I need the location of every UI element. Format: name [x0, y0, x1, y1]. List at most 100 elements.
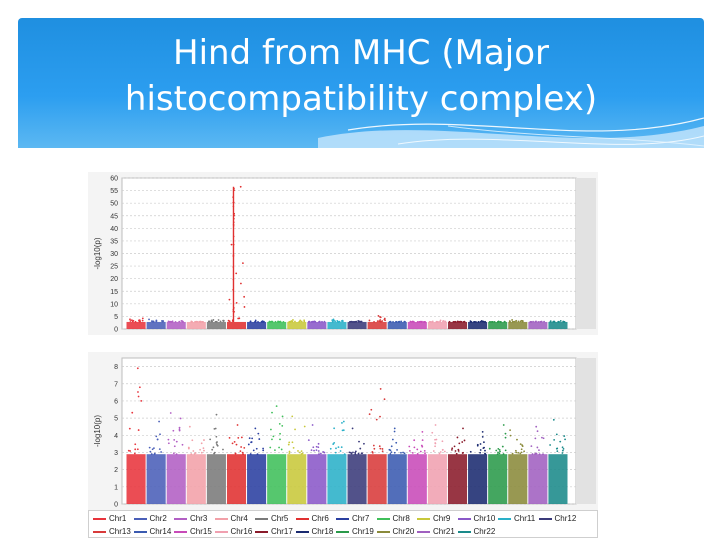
data-point: [429, 321, 432, 323]
data-point: [509, 434, 512, 437]
data-point: [297, 450, 299, 452]
data-point: [178, 320, 181, 323]
data-point: [351, 321, 354, 323]
series-band: [206, 454, 226, 504]
series-band: [126, 454, 146, 504]
top-manhattan-plot: 0 5 10 15 20 25 30 35 40 45 50 55 60 -log10(p): [88, 172, 598, 335]
legend-label: Chr4: [230, 514, 248, 523]
data-point: [456, 436, 459, 439]
data-point: [167, 320, 170, 323]
data-point: [534, 437, 537, 440]
data-point: [497, 447, 500, 450]
data-point: [351, 427, 354, 430]
data-point: [438, 452, 441, 455]
data-point: [561, 452, 564, 454]
data-point: [400, 320, 403, 323]
series-chr13: [367, 315, 387, 329]
series-chr22: [548, 418, 568, 504]
data-point: [169, 320, 171, 323]
data-point: [211, 320, 214, 323]
series-chr2: [146, 420, 166, 504]
data-point: [136, 367, 139, 370]
data-point: [232, 235, 235, 238]
series-band: [166, 454, 186, 504]
series-chr6: [226, 424, 247, 504]
data-point: [517, 320, 520, 323]
legend-label: Chr19: [352, 527, 374, 536]
data-point: [237, 436, 240, 439]
data-point: [373, 321, 375, 323]
y-tick-label: 55: [110, 188, 118, 195]
series-band: [528, 454, 548, 504]
legend-swatch: [336, 530, 349, 533]
data-point: [354, 453, 357, 456]
data-point: [242, 262, 244, 265]
series-chr18: [468, 430, 488, 504]
data-point: [181, 443, 184, 446]
data-point: [503, 320, 506, 323]
data-point: [134, 443, 137, 446]
data-point: [280, 448, 283, 451]
data-point: [236, 424, 239, 426]
series-chr13: [367, 388, 387, 504]
data-point: [483, 441, 485, 444]
data-point: [520, 319, 523, 322]
data-point: [307, 439, 310, 441]
data-point: [215, 435, 218, 438]
data-point: [300, 450, 303, 453]
data-point: [379, 388, 382, 390]
data-point: [402, 451, 404, 454]
data-point: [287, 443, 290, 446]
data-point: [559, 440, 562, 443]
legend-swatch: [255, 530, 268, 533]
plot-scroll-margin: [576, 358, 596, 504]
data-point: [334, 451, 337, 454]
data-point: [219, 320, 222, 323]
legend-item-chr11: Chr11: [498, 512, 535, 525]
data-point: [179, 417, 182, 420]
data-point: [453, 445, 456, 448]
data-point: [217, 319, 220, 321]
data-point: [155, 320, 158, 322]
data-point: [288, 450, 291, 453]
data-point: [458, 442, 461, 445]
data-point: [193, 452, 196, 455]
data-point: [262, 447, 265, 450]
legend-swatch: [457, 517, 471, 520]
data-point: [342, 429, 345, 432]
data-point: [337, 446, 340, 449]
data-point: [359, 320, 362, 323]
series-chr5: [206, 413, 226, 504]
data-point: [413, 446, 416, 449]
data-point: [288, 452, 291, 455]
data-point: [416, 448, 419, 451]
data-point: [258, 438, 261, 440]
data-point: [134, 448, 137, 451]
y-tick-label: 40: [110, 226, 118, 233]
data-point: [339, 450, 342, 452]
series-band: [247, 321, 267, 329]
data-point: [441, 320, 444, 323]
data-point: [319, 452, 322, 455]
y-tick-label: 60: [110, 176, 118, 183]
data-point: [455, 452, 458, 455]
legend-label: Chr22: [473, 527, 496, 536]
data-point: [131, 320, 134, 323]
data-point: [559, 320, 562, 322]
data-point: [281, 415, 284, 418]
data-point: [294, 320, 296, 323]
series-chr14: [387, 320, 407, 329]
data-point: [232, 310, 235, 313]
data-point: [396, 448, 398, 451]
data-point: [513, 320, 516, 323]
data-point: [379, 415, 381, 418]
legend-item-chr18: Chr18: [295, 525, 333, 538]
data-point: [303, 425, 306, 428]
data-point: [257, 320, 259, 323]
data-point: [562, 447, 565, 450]
legend-row-1: Chr1 Chr2 Chr3 Chr4 Chr5 Chr6 Chr7 Chr8 Chr9 Chr1…: [89, 512, 599, 525]
data-point: [137, 429, 140, 431]
data-point: [520, 451, 523, 454]
data-point: [308, 320, 310, 323]
data-point: [137, 391, 139, 393]
